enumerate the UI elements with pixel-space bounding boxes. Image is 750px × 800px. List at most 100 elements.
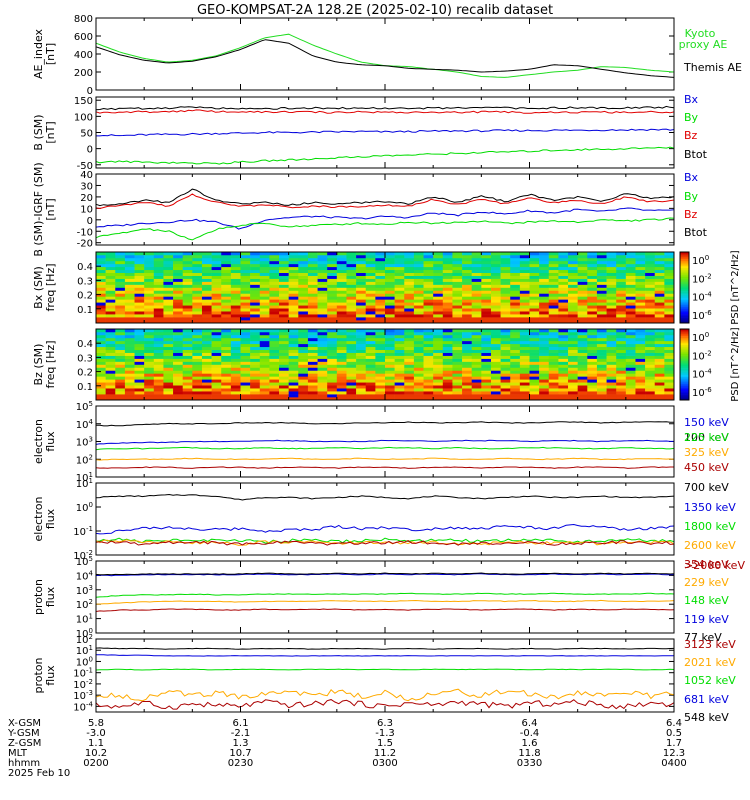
spectrogram-cell xyxy=(144,317,155,321)
spectrogram-cell xyxy=(558,355,569,359)
spectrogram-cell xyxy=(481,275,492,279)
spectrogram-cell xyxy=(413,299,424,303)
spectrogram-cell xyxy=(336,391,347,395)
spectrogram-cell xyxy=(259,391,270,395)
spectrogram-cell xyxy=(144,385,155,389)
colorbar-segment xyxy=(680,303,689,306)
spectrogram-cell xyxy=(625,346,636,351)
spectrogram-cell xyxy=(433,376,444,380)
spectrogram-cell xyxy=(211,293,222,297)
spectrogram-cell xyxy=(500,370,511,374)
spectrogram-cell xyxy=(587,370,598,374)
spectrogram-cell xyxy=(307,320,318,324)
spectrogram-cell xyxy=(548,281,559,285)
spectrogram-cell xyxy=(346,346,357,351)
colorbar-segment xyxy=(680,301,689,304)
spectrogram-cell xyxy=(346,320,357,324)
spectrogram-cell xyxy=(124,355,135,359)
spectrogram-cell xyxy=(394,299,405,303)
spectrogram-cell xyxy=(413,260,424,265)
y-tick-label: 10-2 xyxy=(73,678,93,691)
spectrogram-cell xyxy=(645,266,656,271)
spectrogram-cell xyxy=(500,358,511,362)
spectrogram-cell xyxy=(346,257,357,262)
spectrogram-cell xyxy=(423,340,434,345)
x-axis-value: 5.8 xyxy=(88,718,104,729)
spectrogram-cell xyxy=(250,358,261,362)
series-line xyxy=(95,207,675,230)
colorbar-label: PSD [nT^2/Hz] xyxy=(730,250,741,324)
colorbar-segment xyxy=(680,391,689,394)
spectrogram-cell xyxy=(96,305,106,309)
spectrogram-cell xyxy=(259,343,270,348)
spectrogram-cell xyxy=(96,299,106,303)
spectrogram-cell xyxy=(153,346,164,351)
spectrogram-cell xyxy=(259,379,270,383)
spectrogram-cell xyxy=(645,382,656,386)
spectrogram-cell xyxy=(307,275,318,279)
spectrogram-cell xyxy=(539,260,550,265)
spectrogram-cell xyxy=(423,329,434,333)
colorbar-tick-label: 10-2 xyxy=(692,272,712,285)
spectrogram-cell xyxy=(298,296,309,300)
spectrogram-cell xyxy=(433,355,444,359)
spectrogram-cell xyxy=(365,311,376,315)
spectrogram-cell xyxy=(471,290,482,294)
spectrogram-cell xyxy=(134,355,145,359)
spectrogram-cell xyxy=(452,296,463,300)
spectrogram-cell xyxy=(385,391,395,395)
spectrogram-cell xyxy=(596,263,607,268)
spectrogram-cell xyxy=(625,349,636,353)
spectrogram-cell xyxy=(404,302,415,306)
spectrogram-cell xyxy=(635,337,646,342)
spectrogram-cell xyxy=(385,275,395,279)
spectrogram-cell xyxy=(481,317,492,321)
y-axis-label: proton xyxy=(32,579,45,615)
spectrogram-cell xyxy=(616,293,627,297)
spectrogram-cell xyxy=(471,278,482,282)
spectrogram-cell xyxy=(259,275,270,279)
spectrogram-cell xyxy=(269,263,280,268)
spectrogram-cell xyxy=(625,263,636,268)
spectrogram-cell xyxy=(317,314,328,318)
spectrogram-cell xyxy=(558,331,569,336)
spectrogram-cell xyxy=(587,278,598,282)
spectrogram-cell xyxy=(327,305,338,309)
spectrogram-cell xyxy=(645,391,656,395)
spectrogram-cell xyxy=(221,388,232,392)
spectrogram-cell xyxy=(124,343,135,348)
spectrogram-cell xyxy=(654,370,665,374)
spectrogram-cell xyxy=(577,329,588,333)
spectrogram-cell xyxy=(645,337,656,342)
legend-label: Themis AE xyxy=(683,61,742,74)
spectrogram-cell xyxy=(548,302,559,306)
spectrogram-cell xyxy=(327,320,338,324)
spectrogram-cell xyxy=(558,272,569,276)
spectrogram-cell xyxy=(327,254,338,259)
spectrogram-cell xyxy=(134,296,145,300)
spectrogram-cell xyxy=(192,311,203,315)
spectrogram-cell xyxy=(201,367,212,371)
spectrogram-cell xyxy=(539,337,550,342)
spectrogram-cell xyxy=(385,361,395,365)
spectrogram-cell xyxy=(404,254,415,259)
spectrogram-cell xyxy=(298,376,309,380)
spectrogram-cell xyxy=(519,302,530,306)
spectrogram-cell xyxy=(96,257,106,262)
series-line xyxy=(95,540,675,546)
spectrogram-cell xyxy=(327,343,338,348)
legend-label: 77 keV xyxy=(684,631,722,644)
series-line xyxy=(95,457,675,461)
spectrogram-cell xyxy=(519,308,530,312)
spectrogram-cell xyxy=(240,287,251,291)
spectrogram-cell xyxy=(269,290,280,294)
spectrogram-cell xyxy=(115,329,126,333)
spectrogram-cell xyxy=(134,281,145,285)
colorbar-segment xyxy=(680,350,689,353)
spectrogram-cell xyxy=(529,311,540,315)
spectrogram-cell xyxy=(124,254,135,259)
spectrogram-cell xyxy=(221,385,232,389)
spectrogram-cell xyxy=(654,293,665,297)
spectrogram-cell xyxy=(500,337,511,342)
spectrogram-cell xyxy=(635,260,646,265)
